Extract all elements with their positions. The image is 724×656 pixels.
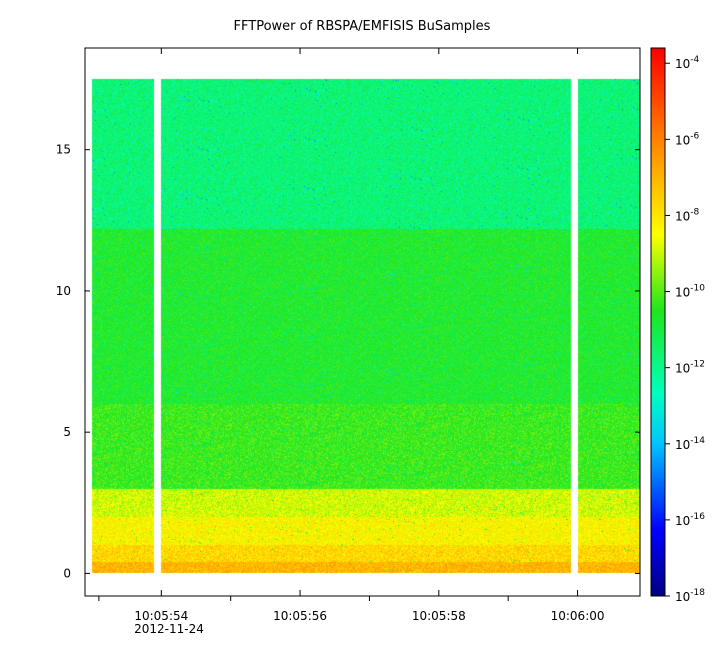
colorbar-tick-label: 10-10 [675, 284, 705, 300]
y-tick-label: 0 [63, 566, 71, 580]
colorbar-tick-label: 10-16 [675, 512, 705, 528]
y-tick-label: 15 [56, 143, 71, 157]
y-axis: 0 5 10 15 [56, 143, 640, 580]
colorbar-gradient [651, 48, 665, 596]
colorbar-axis: 10-18 10-16 10-14 10-12 10-10 10-8 10-6 10-4 [665, 55, 705, 604]
plot-frame [84, 47, 641, 597]
x-axis: 10:05:54 10:05:56 10:05:58 10:06:00 [98, 48, 605, 623]
colorbar-tick-label: 10-14 [675, 436, 705, 452]
spectrogram-image-holder [85, 48, 640, 596]
chart-title: FFTPower of RBSPA/EMFISIS BuSamples [234, 19, 491, 34]
x-tick-label: 10:05:54 [134, 609, 188, 623]
colorbar-holder [651, 48, 665, 596]
colorbar-frame [650, 47, 666, 597]
colorbar-tick-label: 10-6 [675, 131, 700, 147]
y-tick-label: 5 [63, 425, 71, 439]
x-tick-label: 10:05:58 [412, 609, 466, 623]
x-tick-label: 10:06:00 [551, 609, 605, 623]
spectrogram-image [85, 48, 640, 596]
colorbar-tick-label: 10-4 [675, 55, 700, 71]
colorbar-tick-label: 10-8 [675, 207, 700, 223]
colorbar-tick-label: 10-18 [675, 588, 705, 604]
y-tick-label: 10 [56, 284, 71, 298]
colorbar-tick-label: 10-12 [675, 360, 705, 376]
x-tick-label: 10:05:56 [273, 609, 327, 623]
x-axis-date-label: 2012-11-24 [134, 622, 204, 636]
